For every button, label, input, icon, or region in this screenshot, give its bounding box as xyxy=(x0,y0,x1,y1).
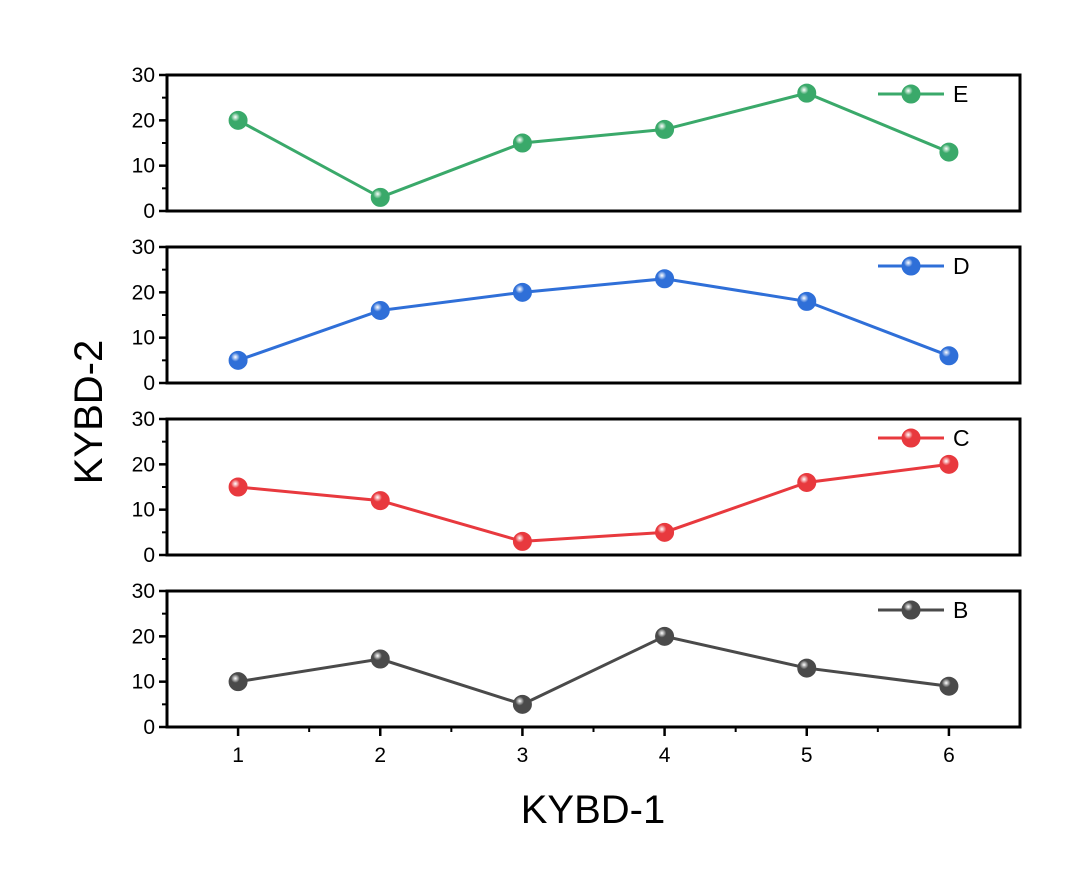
data-point-d xyxy=(939,346,959,366)
y-tick-label: 20 xyxy=(132,109,155,132)
series-line-e xyxy=(237,91,950,200)
y-tick-label: 10 xyxy=(132,155,155,178)
panel-d: 0 10 20 30 D xyxy=(132,236,1022,395)
y-tick-label: 0 xyxy=(143,716,155,739)
panel-c: 0 10 20 30 C xyxy=(132,408,1022,567)
data-point-c xyxy=(797,472,817,492)
data-point-e xyxy=(228,110,248,130)
data-point-c xyxy=(370,491,390,511)
y-tick-label: 30 xyxy=(132,580,155,603)
y-axis-title: KYBD-2 xyxy=(67,340,111,485)
data-point-e xyxy=(370,187,390,207)
series-line-b xyxy=(237,634,950,706)
y-tick-label: 10 xyxy=(132,671,155,694)
y-tick-label: 10 xyxy=(132,499,155,522)
data-point-e xyxy=(655,119,675,139)
y-tick-label: 30 xyxy=(132,64,155,87)
x-tick-label: 4 xyxy=(659,744,671,767)
data-point-d xyxy=(655,269,675,289)
data-point-e xyxy=(797,83,817,103)
data-point-b xyxy=(512,694,532,714)
data-point-c xyxy=(655,522,675,542)
y-tick-label: 20 xyxy=(132,453,155,476)
y-tick-label: 20 xyxy=(132,625,155,648)
data-point-d xyxy=(512,282,532,302)
legend-marker-d xyxy=(901,256,921,276)
data-point-b xyxy=(370,649,390,669)
x-tick-label: 6 xyxy=(943,744,955,767)
data-point-b xyxy=(228,672,248,692)
x-tick-label: 2 xyxy=(374,744,386,767)
y-tick-label: 30 xyxy=(132,408,155,431)
panel-e: 0 10 20 30 E xyxy=(132,64,1022,223)
y-tick-label: 30 xyxy=(132,236,155,259)
data-point-c xyxy=(939,454,959,474)
data-point-c xyxy=(512,531,532,551)
data-point-e xyxy=(939,142,959,162)
legend-label-b: B xyxy=(953,597,968,623)
series-line-c xyxy=(237,462,950,543)
data-point-c xyxy=(228,477,248,497)
data-point-e xyxy=(512,133,532,153)
y-tick-label: 10 xyxy=(132,327,155,350)
legend-marker-b xyxy=(901,600,921,620)
legend-label-e: E xyxy=(953,81,968,107)
x-axis-title: KYBD-1 xyxy=(521,788,666,832)
data-point-d xyxy=(228,350,248,370)
legend-marker-c xyxy=(901,428,921,448)
y-tick-label: 0 xyxy=(143,544,155,567)
legend-label-c: C xyxy=(953,425,970,451)
data-point-b xyxy=(655,626,675,646)
x-tick-label: 3 xyxy=(517,744,529,767)
series-line-d xyxy=(237,277,950,362)
x-tick-label: 1 xyxy=(232,744,244,767)
y-tick-label: 0 xyxy=(143,372,155,395)
data-point-b xyxy=(939,676,959,696)
legend-marker-e xyxy=(901,84,921,104)
legend-label-d: D xyxy=(953,253,970,279)
panel-b: 0 10 20 30 B xyxy=(132,580,1022,739)
y-tick-label: 20 xyxy=(132,281,155,304)
data-point-b xyxy=(797,658,817,678)
y-tick-label: 0 xyxy=(143,200,155,223)
data-point-d xyxy=(370,300,390,320)
x-tick-label: 5 xyxy=(801,744,813,767)
data-point-d xyxy=(797,291,817,311)
